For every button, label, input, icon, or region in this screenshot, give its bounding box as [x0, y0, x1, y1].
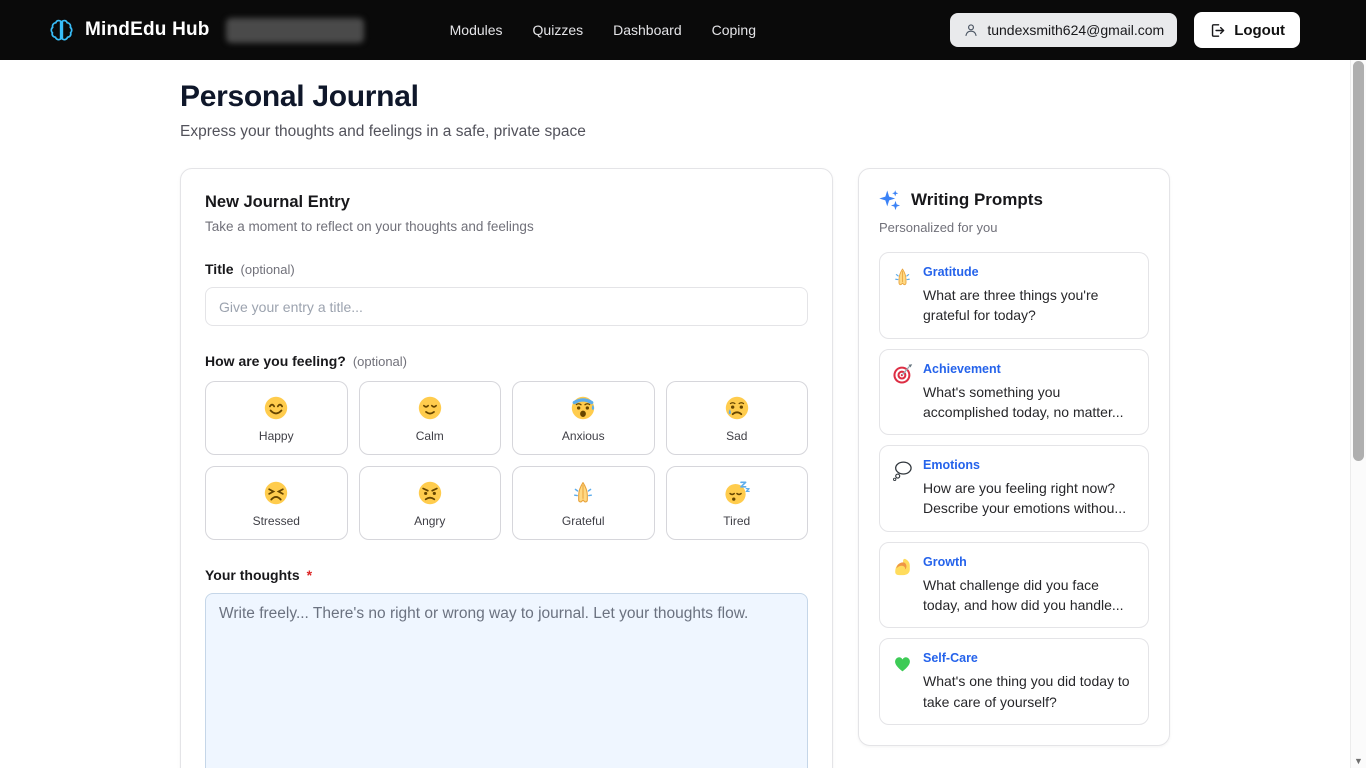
- logout-button[interactable]: Logout: [1194, 12, 1300, 48]
- prompts-header: Writing Prompts: [879, 189, 1149, 211]
- nav-link-dashboard[interactable]: Dashboard: [613, 22, 682, 38]
- person-icon: [963, 22, 979, 38]
- anxious-face-icon: [570, 395, 596, 421]
- mood-label: How are you feeling?: [205, 353, 346, 369]
- title-label: Title: [205, 261, 234, 277]
- title-field-label: Title (optional): [205, 261, 808, 277]
- mood-button-tired[interactable]: Tired: [665, 466, 808, 540]
- prompts-subtitle: Personalized for you: [879, 220, 998, 235]
- nav-link-quizzes[interactable]: Quizzes: [532, 22, 584, 38]
- calm-face-icon: [417, 395, 443, 421]
- thought-bubble-icon: [892, 460, 913, 482]
- sleepy-face-icon: [724, 480, 750, 506]
- prompts-title: Writing Prompts: [911, 190, 1043, 209]
- main-content: Personal Journal Express your thoughts a…: [0, 60, 1366, 768]
- account-email: tundexsmith624@gmail.com: [987, 22, 1165, 38]
- prompt-card-growth[interactable]: Growth What challenge did you face today…: [879, 541, 1149, 629]
- title-optional-tag: (optional): [240, 262, 295, 277]
- brain-icon: [48, 18, 75, 42]
- prompt-card-gratitude[interactable]: Gratitude What are three things you're g…: [879, 252, 1149, 339]
- prompt-list: Gratitude What are three things you're g…: [879, 252, 1149, 725]
- mood-field-label: How are you feeling? (optional): [205, 353, 808, 369]
- required-marker: *: [306, 567, 313, 583]
- prompt-card-achievement[interactable]: Achievement What's something you accompl…: [879, 348, 1149, 436]
- mood-button-anxious[interactable]: Anxious: [512, 381, 655, 455]
- cards-row: New Journal Entry Take a moment to refle…: [180, 168, 1170, 768]
- nav-link-coping[interactable]: Coping: [711, 22, 756, 38]
- angry-face-icon: [417, 480, 443, 506]
- brand-name: MindEdu Hub: [85, 19, 210, 40]
- page-title: Personal Journal: [180, 80, 419, 113]
- scrollbar-thumb[interactable]: [1353, 61, 1364, 461]
- thoughts-field-label: Your thoughts *: [205, 567, 808, 583]
- mood-button-angry[interactable]: Angry: [358, 466, 501, 540]
- entry-card-title: New Journal Entry: [205, 193, 350, 211]
- header-right: tundexsmith624@gmail.com Logout: [950, 12, 1300, 48]
- main-nav: Modules Quizzes Dashboard Coping: [450, 22, 756, 38]
- mood-button-calm[interactable]: Calm: [358, 381, 501, 455]
- sad-face-icon: [724, 395, 750, 421]
- logout-label: Logout: [1234, 21, 1285, 39]
- mood-button-sad[interactable]: Sad: [665, 381, 808, 455]
- thoughts-textarea[interactable]: [205, 593, 808, 768]
- content-container: Personal Journal Express your thoughts a…: [180, 60, 1170, 768]
- account-email-chip: tundexsmith624@gmail.com: [950, 13, 1178, 47]
- vertical-scrollbar: ▼: [1350, 60, 1366, 768]
- brand[interactable]: MindEdu Hub: [48, 18, 210, 42]
- praying-hands-icon: [570, 480, 596, 506]
- target-icon: [892, 363, 913, 385]
- praying-hands-icon: [892, 267, 913, 288]
- happy-face-icon: [263, 395, 289, 421]
- thoughts-label: Your thoughts: [205, 567, 300, 583]
- scrollbar-down-arrow[interactable]: ▼: [1354, 756, 1363, 766]
- flexed-biceps-icon: [892, 557, 913, 578]
- logout-icon: [1209, 22, 1226, 39]
- mood-grid: Happy Calm Anxious Sad Stressed Angry Gr…: [205, 381, 808, 540]
- entry-card-subtitle: Take a moment to reflect on your thought…: [205, 219, 534, 234]
- mood-button-stressed[interactable]: Stressed: [205, 466, 348, 540]
- writing-prompts-card: Writing Prompts Personalized for you Gra…: [858, 168, 1170, 746]
- prompt-card-emotions[interactable]: Emotions How are you feeling right now? …: [879, 445, 1149, 532]
- mood-button-grateful[interactable]: Grateful: [512, 466, 655, 540]
- page-subtitle: Express your thoughts and feelings in a …: [180, 123, 586, 140]
- prompt-card-self-care[interactable]: Self-Care What's one thing you did today…: [879, 638, 1149, 725]
- mood-button-happy[interactable]: Happy: [205, 381, 348, 455]
- nav-link-modules[interactable]: Modules: [449, 22, 503, 38]
- green-heart-icon: [892, 653, 913, 674]
- new-entry-card: New Journal Entry Take a moment to refle…: [180, 168, 833, 768]
- entry-title-input[interactable]: [205, 287, 808, 326]
- redacted-text: [225, 17, 364, 43]
- top-nav: MindEdu Hub Modules Quizzes Dashboard Copin…: [0, 0, 1366, 60]
- sparkles-icon: [879, 189, 901, 211]
- stressed-face-icon: [263, 480, 289, 506]
- mood-optional-tag: (optional): [352, 354, 408, 369]
